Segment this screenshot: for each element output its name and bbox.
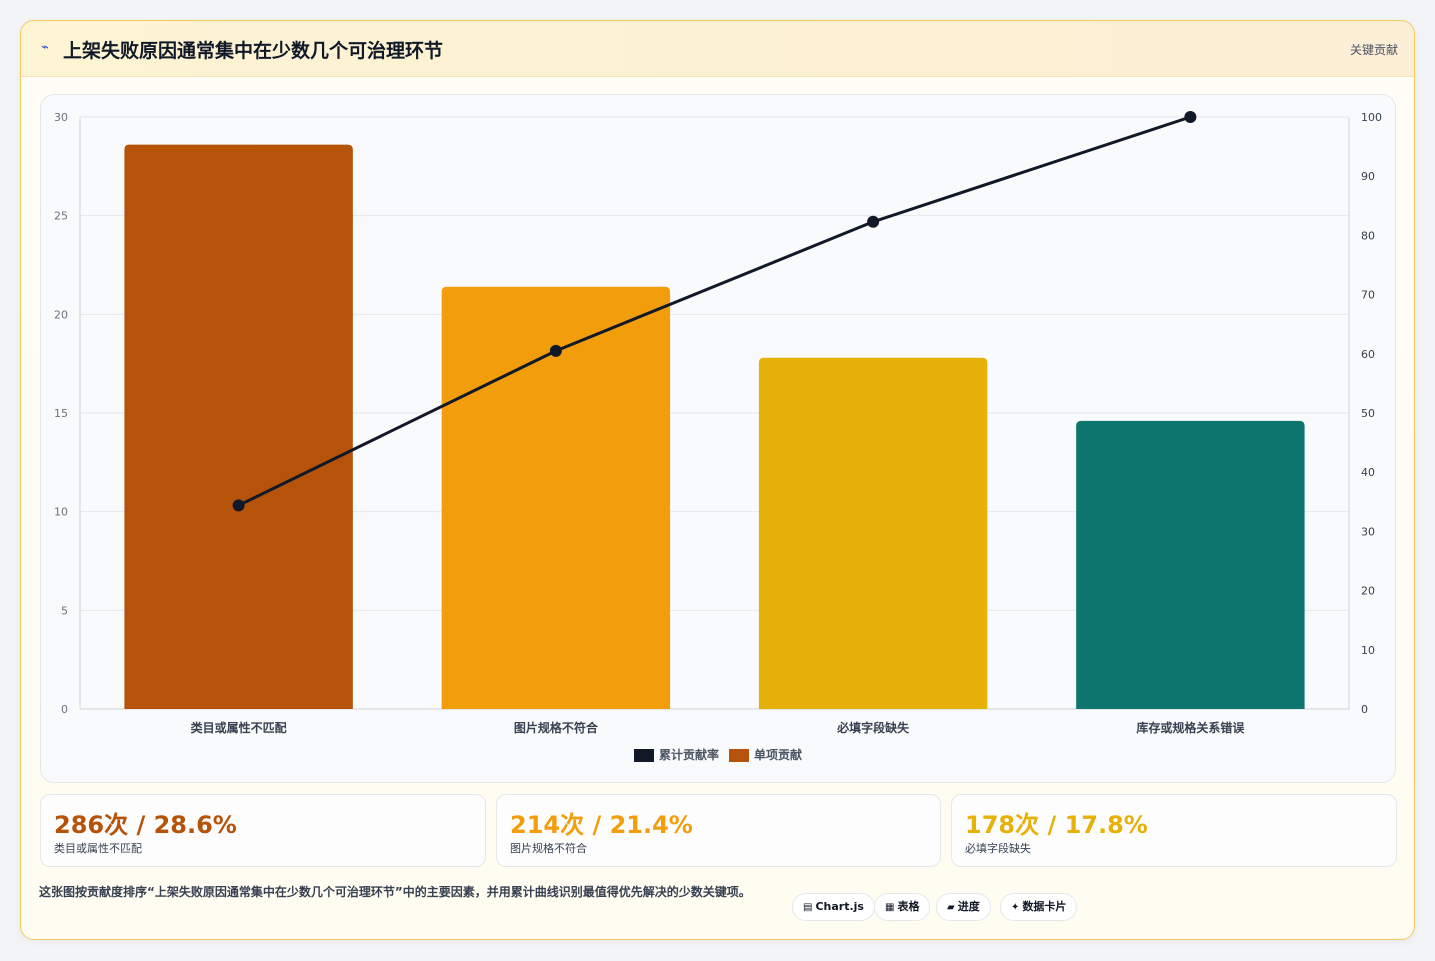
y-tick-label: 5 [61,604,68,617]
line-point [1184,111,1197,123]
y-tick-label: 10 [54,506,68,519]
stat-label: 必填字段缺失 [965,842,1031,855]
tag-chartjs[interactable]: ▤ Chart.js [792,893,875,921]
legend-label: 累计贡献率 [659,747,719,762]
y2-tick-label: 60 [1361,348,1375,361]
bar [124,144,353,710]
progress-icon: ▰ [947,902,955,913]
stat-label: 图片规格不符合 [510,842,587,855]
y2-tick-label: 40 [1361,466,1375,479]
y2-tick-label: 30 [1361,525,1375,538]
stat-card-2: 214次 / 21.4% 图片规格不符合 [496,794,941,867]
cumulative-line [237,115,1191,507]
y-tick-label: 30 [54,111,68,124]
chart-description: 这张图按贡献度排序“上架失败原因通常集中在少数几个可治理环节”中的主要因素，并用… [39,885,751,899]
y-tick-label: 25 [54,210,68,223]
y2-tick-label: 80 [1361,229,1375,242]
chart-card: ⌁ 上架失败原因通常集中在少数几个可治理环节 关键贡献 0 5 10 15 20 25 30… [20,20,1415,940]
stat-label: 类目或属性不匹配 [54,842,142,855]
stat-value: 214次 / 21.4% [510,811,693,839]
card-header: ⌁ 上架失败原因通常集中在少数几个可治理环节 关键贡献 [21,21,1414,77]
tag-label: 进度 [957,900,980,913]
header-badge: 关键贡献 [1349,43,1398,57]
x-tick-label: 类目或属性不匹配 [191,720,287,735]
y2-tick-label: 0 [1361,703,1368,716]
bar [1076,420,1305,709]
y2-tick-label: 50 [1361,407,1375,420]
bar [441,286,671,709]
y-tick-label: 20 [54,308,68,321]
tag-progress[interactable]: ▰ 进度 [936,893,991,921]
x-tick-label: 库存或规格关系错误 [1136,720,1245,735]
legend-swatch [634,749,654,762]
lightning-icon: ⌁ [41,40,49,55]
chart-icon: ▤ [803,902,813,913]
tag-label: 表格 [897,900,920,913]
stat-value: 178次 / 17.8% [965,811,1148,839]
x-tick-label: 图片规格不符合 [514,720,599,735]
tag-label: Chart.js [815,900,864,913]
y-tick-label: 15 [54,407,68,420]
table-icon: ▦ [885,902,895,913]
line-point [549,344,562,357]
legend-label: 单项贡献 [754,747,802,762]
sparkle-icon: ✦ [1011,902,1020,913]
bar [758,357,988,709]
tag-label: 数据卡片 [1022,900,1067,913]
card-title: 上架失败原因通常集中在少数几个可治理环节 [63,40,444,62]
x-tick-label: 必填字段缺失 [836,720,910,735]
stat-card-3: 178次 / 17.8% 必填字段缺失 [951,794,1397,867]
y2-tick-label: 90 [1361,170,1375,183]
tag-table[interactable]: ▦ 表格 [874,893,931,921]
y-tick-label: 0 [61,703,68,716]
line-point [232,499,245,512]
stat-value: 286次 / 28.6% [54,811,237,839]
y2-tick-label: 20 [1361,585,1375,598]
stat-card-1: 286次 / 28.6% 类目或属性不匹配 [40,794,486,867]
line-point [867,215,880,228]
y2-tick-label: 10 [1361,644,1375,657]
tag-data-card[interactable]: ✦ 数据卡片 [1000,893,1078,921]
y2-tick-label: 100 [1361,111,1382,124]
pareto-chart: 0 5 10 15 20 25 30 0 10 20 30 40 50 60 70 80 90 100 类目或属性不… [54,111,1382,762]
chart-panel: 0 5 10 15 20 25 30 0 10 20 30 40 50 60 70 80 90 100 类目或属性不… [40,94,1396,783]
y2-tick-label: 70 [1361,289,1375,302]
legend-swatch [729,749,749,762]
